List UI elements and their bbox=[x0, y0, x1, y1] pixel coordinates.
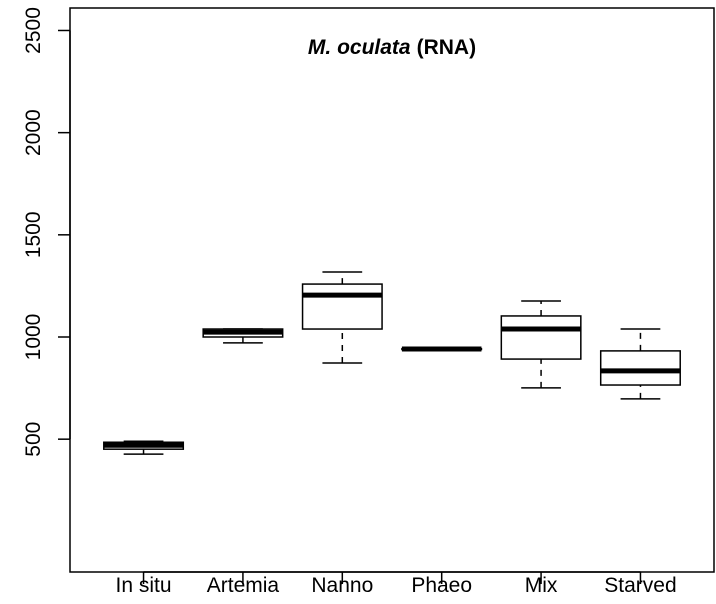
chart-title: M. oculata (RNA) bbox=[308, 36, 476, 59]
box bbox=[500, 315, 582, 360]
box bbox=[599, 350, 681, 386]
x-tick-label: Artemia bbox=[207, 574, 280, 597]
x-tick-label: Starved bbox=[604, 574, 676, 597]
plot-frame bbox=[69, 7, 715, 573]
x-tick-label: In situ bbox=[116, 574, 172, 597]
y-tick-label: 2500 bbox=[22, 7, 45, 54]
x-tick-label: Nanno bbox=[311, 574, 373, 597]
x-tick-label: Phaeo bbox=[411, 574, 472, 597]
y-tick-label: 1000 bbox=[22, 314, 45, 361]
y-tick-label: 1500 bbox=[22, 211, 45, 258]
y-tick-label: 2000 bbox=[22, 109, 45, 156]
title-rest: (RNA) bbox=[417, 36, 476, 59]
y-tick-label: 500 bbox=[22, 422, 45, 457]
title-italic: M. oculata bbox=[308, 36, 411, 59]
x-tick-label: Mix bbox=[525, 574, 558, 597]
box bbox=[301, 283, 383, 330]
